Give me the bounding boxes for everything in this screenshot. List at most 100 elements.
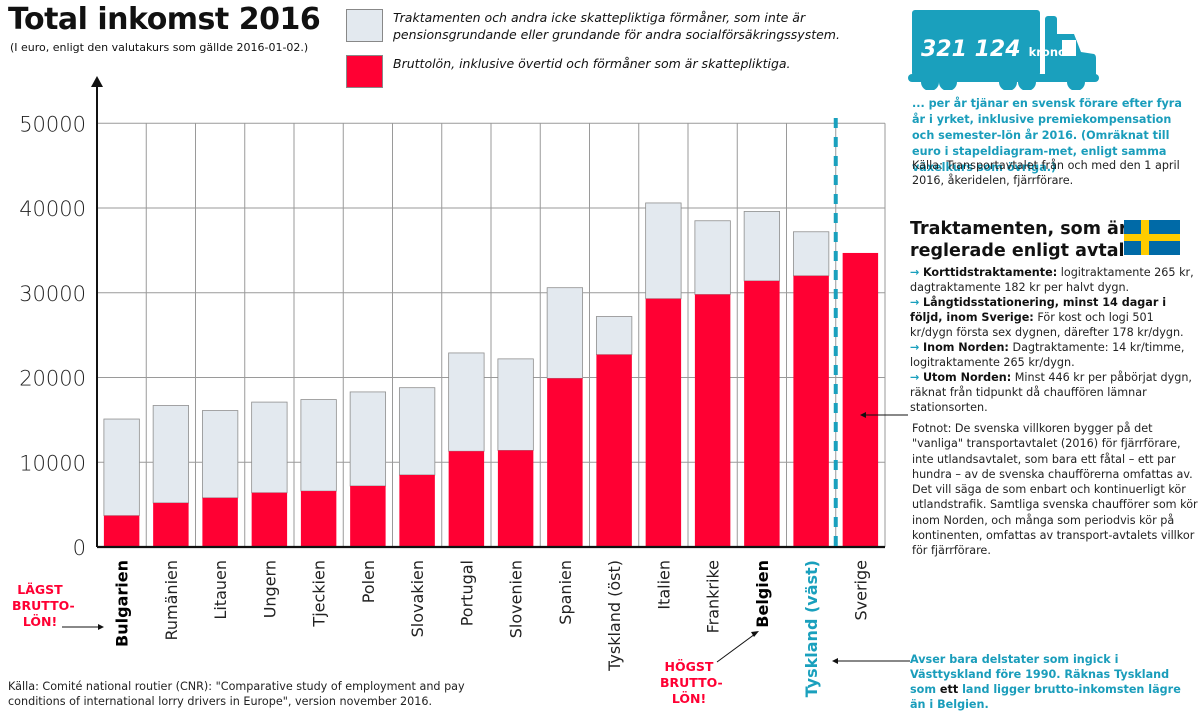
x-tick-label: Spanien <box>556 560 575 625</box>
bar-allowances <box>201 410 239 499</box>
chart-title: Total inkomst 2016 <box>8 2 321 37</box>
x-tick-label: Sverige <box>851 560 870 621</box>
highest-callout-line1: HÖGST <box>664 659 714 674</box>
truck-source: Källa: Transportavtalet från och med den… <box>912 159 1180 187</box>
bar-gross <box>202 497 238 547</box>
legend-label-allowances-1: Traktamenten och andra icke skatteplikti… <box>393 10 806 25</box>
bar-gross <box>793 275 829 547</box>
bar-allowances <box>743 211 781 282</box>
bar-allowances <box>152 405 190 504</box>
x-tick-label: Italien <box>654 560 673 610</box>
footnote-arrowhead <box>860 412 866 418</box>
y-axis-arrow-icon <box>91 76 103 87</box>
legend: Traktamenten och andra icke skatteplikti… <box>346 9 866 88</box>
truck-caption: ... per år tjänar en svensk förare efter… <box>912 97 1182 174</box>
x-tick-label: Tyskland (öst) <box>605 560 624 672</box>
x-tick-label: Portugal <box>457 560 476 626</box>
bar-gross <box>103 515 140 547</box>
arrow-right-icon: → <box>910 371 920 384</box>
bar-gross <box>842 252 879 547</box>
traktamenten-item: → Inom Norden: Dagtraktamente: 14 kr/tim… <box>910 341 1185 369</box>
y-tick-label: 40000 <box>19 197 86 221</box>
axes <box>91 76 885 549</box>
traktamenten-heading: Traktamenten, som är reglerade enligt av… <box>910 218 1127 262</box>
bar-gross <box>399 474 435 547</box>
x-tick-label: Rumänien <box>162 560 181 641</box>
bar-gross <box>251 492 288 547</box>
bar-allowances <box>497 358 534 451</box>
y-tick-label: 50000 <box>19 112 86 136</box>
x-tick-label: Slovenien <box>507 560 526 638</box>
traktamenten-list: → Korttidstraktamente: logitraktamente 2… <box>910 265 1200 415</box>
bar-gross <box>596 354 632 547</box>
traktamenten-heading-line1: Traktamenten, som är <box>910 219 1128 239</box>
truck-amount-value: 321 124 <box>921 37 1021 62</box>
x-axis-labels: Bulgarien Rumänien Litauen Ungern Tjeckien Po… <box>113 560 871 697</box>
bar-allowances <box>349 391 387 487</box>
legend-item-gross: Bruttolön, inklusive övertid och förmåne… <box>346 55 866 88</box>
legend-label-gross: Bruttolön, inklusive övertid och förmåne… <box>393 56 791 71</box>
x-tick-label: Bulgarien <box>113 560 132 647</box>
lowest-callout-line1: LÄGST <box>17 582 63 597</box>
bars <box>103 202 879 547</box>
bar-allowances <box>694 220 731 295</box>
highest-callout-arrowhead <box>751 631 759 637</box>
y-tick-label: 30000 <box>19 282 86 306</box>
y-tick-label: 20000 <box>19 367 86 391</box>
y-tick-label: 0 <box>73 536 86 560</box>
bar-chart: 0 10000 20000 30000 40000 50000 Bulgarien Rumä… <box>19 76 900 697</box>
arrow-right-icon: → <box>910 266 920 279</box>
traktamenten-item: → Korttidstraktamente: logitraktamente 2… <box>910 266 1194 294</box>
bar-gross <box>300 491 337 547</box>
truck-amount-unit: kronor <box>1028 45 1072 59</box>
legend-swatch-gross <box>346 55 383 88</box>
x-tick-label: Polen <box>359 560 378 603</box>
chart-subtitle: (I euro, enligt den valutakurs som gälld… <box>10 41 309 54</box>
bar-gross <box>694 294 731 547</box>
bar-gross <box>744 280 780 547</box>
highest-callout-arrow <box>716 633 756 663</box>
lowest-callout-line3: LÖN! <box>22 614 58 629</box>
truck-icon <box>908 10 1099 90</box>
sweden-flag-icon <box>1124 220 1180 255</box>
footnote-arrow-tail <box>900 414 908 416</box>
bar-gross <box>153 502 189 547</box>
x-tick-label: Litauen <box>211 560 230 620</box>
traktamenten-heading-line2: reglerade enligt avtal <box>910 241 1125 261</box>
x-tick-label: Tyskland (väst) <box>802 560 821 697</box>
bar-gross <box>645 298 682 547</box>
bar-gross <box>350 485 386 547</box>
highest-callout: HÖGST BRUTTO- LÖN! <box>660 659 723 707</box>
x-tick-label: Belgien <box>753 560 772 628</box>
highest-callout-line3: LÖN! <box>671 691 707 706</box>
bar-allowances <box>595 316 633 356</box>
x-tick-label: Ungern <box>260 560 279 618</box>
bar-allowances <box>398 387 436 476</box>
x-tick-label: Tjeckien <box>310 560 329 628</box>
lowest-callout-arrowhead <box>98 624 104 630</box>
bar-allowances <box>645 202 682 300</box>
vast-note-arrowhead <box>832 658 838 664</box>
y-tick-label: 10000 <box>19 451 86 475</box>
arrow-right-icon: → <box>910 296 920 309</box>
highest-callout-line2: BRUTTO- <box>660 675 723 690</box>
lowest-callout-line2: BRUTTO- <box>12 598 75 613</box>
bar-gross <box>497 450 534 547</box>
vast-note-arrow-tail <box>900 660 910 662</box>
emphasis: ett <box>939 683 959 696</box>
legend-label-allowances-2: pensionsgrundande eller grundande för an… <box>393 27 840 42</box>
lowest-callout: LÄGST BRUTTO- LÖN! <box>12 582 75 630</box>
footnote: Fotnot: De svenska villkoren bygger på d… <box>912 422 1198 558</box>
bar-gross <box>448 451 485 547</box>
bar-allowances <box>448 352 485 452</box>
y-axis-ticks: 0 10000 20000 30000 40000 50000 <box>19 112 86 560</box>
legend-swatch-allowances <box>346 9 383 42</box>
bar-allowances <box>300 399 337 492</box>
bar-allowances <box>546 287 584 379</box>
truck-amount: 321 124 kronor <box>921 37 1072 62</box>
bar-gross <box>547 378 583 547</box>
bar-allowances <box>251 401 288 494</box>
legend-item-allowances: Traktamenten och andra icke skatteplikti… <box>346 9 866 43</box>
x-tick-label: Slovakien <box>408 560 427 637</box>
arrow-right-icon: → <box>910 341 920 354</box>
